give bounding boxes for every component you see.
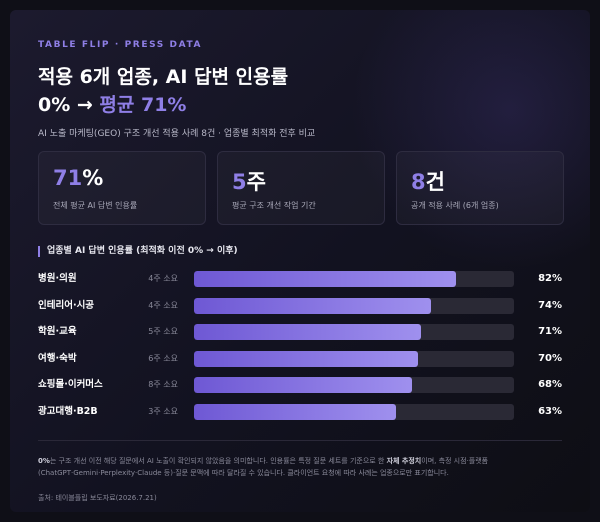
duration-label: 4주 소요 xyxy=(130,298,178,314)
stat-number: 5 xyxy=(232,170,247,194)
stat-number: 71 xyxy=(53,166,82,190)
bar xyxy=(194,271,456,287)
stat-number: 8 xyxy=(411,170,426,194)
stat-label: 공개 적용 사례 (6개 업종) xyxy=(411,200,499,211)
headline-highlight: 평균 71% xyxy=(99,94,186,116)
bar xyxy=(194,324,421,340)
bar-track xyxy=(194,324,514,340)
press-data-card: TABLE FLIP · PRESS DATA 적용 6개 업종, AI 답변 … xyxy=(10,10,590,512)
stat-label: 전체 평균 AI 답변 인용률 xyxy=(53,200,137,211)
bar-track xyxy=(194,298,514,314)
chart-row: 학원·교육 5주 소요 71% xyxy=(10,324,590,340)
bar-track xyxy=(194,351,514,367)
value-label: 82% xyxy=(520,271,562,287)
value-label: 71% xyxy=(520,324,562,340)
stat-unit: % xyxy=(82,166,103,190)
background-glow xyxy=(350,10,590,270)
headline-line2: 0% → 평균 71% xyxy=(38,90,186,117)
chart-row: 여행·숙박 6주 소요 70% xyxy=(10,351,590,367)
chart-row: 병원·의원 4주 소요 82% xyxy=(10,271,590,287)
stat-value: 5주 xyxy=(232,166,266,196)
bar-track xyxy=(194,377,514,393)
bar-track xyxy=(194,404,514,420)
stat-card-duration: 5주 평균 구조 개선 작업 기간 xyxy=(217,151,385,225)
chart-row: 쇼핑몰·이커머스 8주 소요 68% xyxy=(10,377,590,393)
category-label: 여행·숙박 xyxy=(38,351,77,367)
bar xyxy=(194,377,412,393)
bar xyxy=(194,298,431,314)
duration-label: 3주 소요 xyxy=(130,404,178,420)
source-note: 출처: 테이블플립 보도자료(2026.7.21) xyxy=(38,493,157,503)
bar xyxy=(194,404,396,420)
headline-line1: 적용 6개 업종, AI 답변 인용률 xyxy=(38,62,288,89)
subtitle: AI 노출 마케팅(GEO) 구조 개선 적용 사례 8건 · 업종별 최적화 … xyxy=(38,126,315,139)
footnote-text-1: 는 구조 개선 이전 해당 질문에서 AI 노출이 확인되지 않았음을 의미합니… xyxy=(50,457,387,465)
value-label: 68% xyxy=(520,377,562,393)
value-label: 74% xyxy=(520,298,562,314)
stat-unit: 주 xyxy=(247,170,266,194)
stat-value: 8건 xyxy=(411,166,445,196)
stat-value: 71% xyxy=(53,166,103,190)
chart-row: 광고대행·B2B 3주 소요 63% xyxy=(10,404,590,420)
duration-label: 5주 소요 xyxy=(130,324,178,340)
eyebrow-label: TABLE FLIP · PRESS DATA xyxy=(38,40,202,50)
footnote-bold-mid: 자체 추정치 xyxy=(387,457,422,465)
value-label: 70% xyxy=(520,351,562,367)
category-label: 쇼핑몰·이커머스 xyxy=(38,377,103,393)
stat-card-cases: 8건 공개 적용 사례 (6개 업종) xyxy=(396,151,564,225)
stat-card-average-rate: 71% 전체 평균 AI 답변 인용률 xyxy=(38,151,206,225)
category-label: 병원·의원 xyxy=(38,271,77,287)
category-label: 광고대행·B2B xyxy=(38,404,98,420)
category-label: 인테리어·시공 xyxy=(38,298,94,314)
value-label: 63% xyxy=(520,404,562,420)
bar xyxy=(194,351,418,367)
bar-track xyxy=(194,271,514,287)
category-label: 학원·교육 xyxy=(38,324,77,340)
chart-row: 인테리어·시공 4주 소요 74% xyxy=(10,298,590,314)
chart-title: 업종별 AI 답변 인용률 (최적화 이전 0% → 이후) xyxy=(38,246,238,257)
duration-label: 6주 소요 xyxy=(130,351,178,367)
duration-label: 8주 소요 xyxy=(130,377,178,393)
footnote-bold-lead: 0% xyxy=(38,457,50,465)
stat-unit: 건 xyxy=(426,170,445,194)
footnote: 0%는 구조 개선 이전 해당 질문에서 AI 노출이 확인되지 않았음을 의미… xyxy=(38,455,562,479)
duration-label: 4주 소요 xyxy=(130,271,178,287)
divider xyxy=(38,440,562,441)
stat-label: 평균 구조 개선 작업 기간 xyxy=(232,200,316,211)
headline-prefix: 0% → xyxy=(38,94,99,116)
